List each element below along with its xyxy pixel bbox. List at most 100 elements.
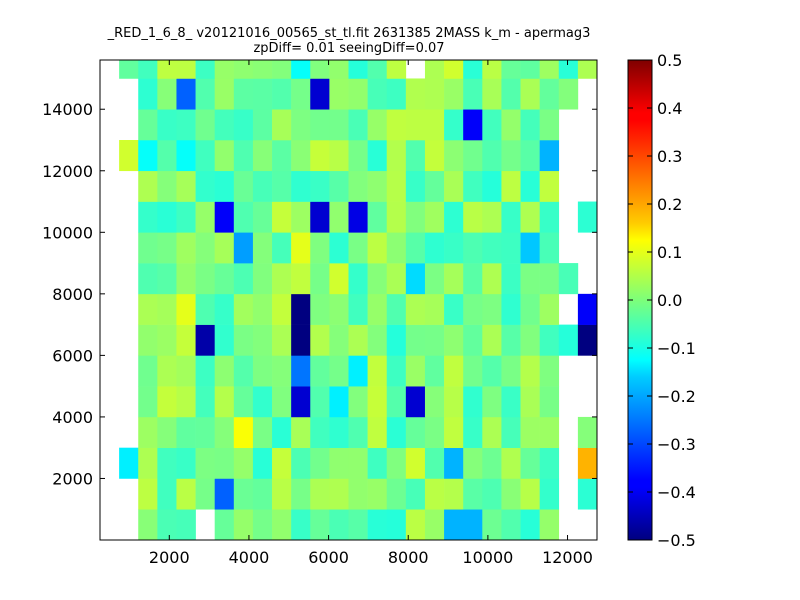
heatmap-cell: [482, 324, 502, 356]
heatmap-cell: [444, 509, 464, 541]
heatmap-cell: [195, 263, 215, 295]
heatmap-cell: [482, 416, 502, 448]
heatmap-cell: [310, 170, 330, 202]
heatmap-cell: [176, 293, 196, 325]
heatmap-cell: [138, 355, 158, 387]
heatmap-cell: [348, 355, 368, 387]
heatmap-cell: [252, 324, 273, 356]
heatmap-cell: [405, 324, 426, 356]
heatmap-cell: [367, 109, 388, 141]
heatmap-cell: [520, 232, 540, 264]
heatmap-cell: [157, 355, 177, 387]
heatmap-cell: [329, 60, 349, 79]
heatmap-cell: [291, 78, 311, 110]
heatmap-cell: [214, 109, 235, 141]
heatmap-cell: [214, 232, 235, 264]
heatmap-cell: [329, 386, 349, 418]
heatmap-cell: [195, 416, 215, 448]
heatmap-cell: [233, 324, 254, 356]
heatmap-cell: [539, 447, 560, 479]
heatmap-cell: [386, 478, 407, 510]
heatmap-cell: [501, 324, 521, 356]
x-tick-label: 8000: [388, 548, 429, 567]
heatmap-cell: [386, 324, 407, 356]
heatmap-cell: [577, 324, 598, 356]
heatmap-cell: [157, 109, 177, 141]
heatmap-cell: [233, 355, 254, 387]
heatmap-cell: [577, 293, 598, 325]
heatmap-cell: [329, 416, 349, 448]
heatmap-cell: [291, 109, 311, 141]
heatmap-cell: [214, 78, 235, 110]
x-tick-label: 6000: [308, 548, 349, 567]
heatmap-cell: [501, 478, 521, 510]
heatmap-cell: [463, 416, 483, 448]
heatmap-cell: [214, 293, 235, 325]
heatmap-cell: [291, 386, 311, 418]
heatmap-cell: [176, 355, 196, 387]
heatmap-cell: [424, 201, 445, 233]
heatmap-cell: [195, 447, 215, 479]
heatmap-cell: [482, 355, 502, 387]
heatmap-cell: [482, 232, 502, 264]
heatmap-cell: [310, 60, 330, 79]
heatmap-cell: [386, 293, 407, 325]
heatmap-cell: [501, 78, 521, 110]
heatmap-cell: [157, 232, 177, 264]
heatmap-cell: [386, 109, 407, 141]
heatmap-cell: [463, 386, 483, 418]
y-tick-label: 10000: [42, 223, 93, 242]
heatmap-cell: [272, 60, 292, 79]
heatmap-cells: [119, 60, 598, 541]
colorbar-tick-label: 0.4: [657, 99, 682, 118]
heatmap-cell: [367, 447, 388, 479]
heatmap-cell: [310, 140, 330, 172]
heatmap-cell: [157, 263, 177, 295]
y-tick-label: 8000: [52, 285, 93, 304]
heatmap-cell: [329, 109, 349, 141]
heatmap-cell: [520, 478, 540, 510]
heatmap-cell: [310, 201, 330, 233]
heatmap-cell: [138, 263, 158, 295]
heatmap-cell: [329, 201, 349, 233]
heatmap-cell: [272, 416, 292, 448]
heatmap-cell: [195, 60, 215, 79]
heatmap-cell: [252, 60, 273, 79]
heatmap-cell: [520, 293, 540, 325]
heatmap-cell: [214, 324, 235, 356]
heatmap-cell: [501, 263, 521, 295]
heatmap-cell: [444, 447, 464, 479]
heatmap-cell: [138, 324, 158, 356]
heatmap-cell: [577, 60, 598, 79]
heatmap-cell: [157, 140, 177, 172]
heatmap-cell: [463, 263, 483, 295]
heatmap-cell: [157, 416, 177, 448]
heatmap-cell: [501, 170, 521, 202]
heatmap-cell: [367, 355, 388, 387]
heatmap-cell: [444, 324, 464, 356]
colorbar-tick-label: −0.5: [657, 531, 696, 550]
heatmap-cell: [138, 416, 158, 448]
heatmap-cell: [272, 447, 292, 479]
heatmap-cell: [272, 170, 292, 202]
heatmap-cell: [558, 60, 579, 79]
heatmap-cell: [157, 478, 177, 510]
y-tick-label: 4000: [52, 408, 93, 427]
heatmap-cell: [501, 232, 521, 264]
heatmap-cell: [348, 447, 368, 479]
heatmap-cell: [367, 263, 388, 295]
heatmap-cell: [367, 78, 388, 110]
heatmap-cell: [539, 140, 560, 172]
heatmap-cell: [444, 386, 464, 418]
heatmap-cell: [482, 140, 502, 172]
heatmap-cell: [176, 78, 196, 110]
heatmap-cell: [367, 509, 388, 541]
heatmap-cell: [233, 78, 254, 110]
heatmap-cell: [520, 78, 540, 110]
heatmap-cell: [444, 60, 464, 79]
heatmap-cell: [291, 60, 311, 79]
heatmap-cell: [272, 293, 292, 325]
heatmap-cell: [195, 386, 215, 418]
heatmap-cell: [214, 478, 235, 510]
heatmap-cell: [138, 447, 158, 479]
